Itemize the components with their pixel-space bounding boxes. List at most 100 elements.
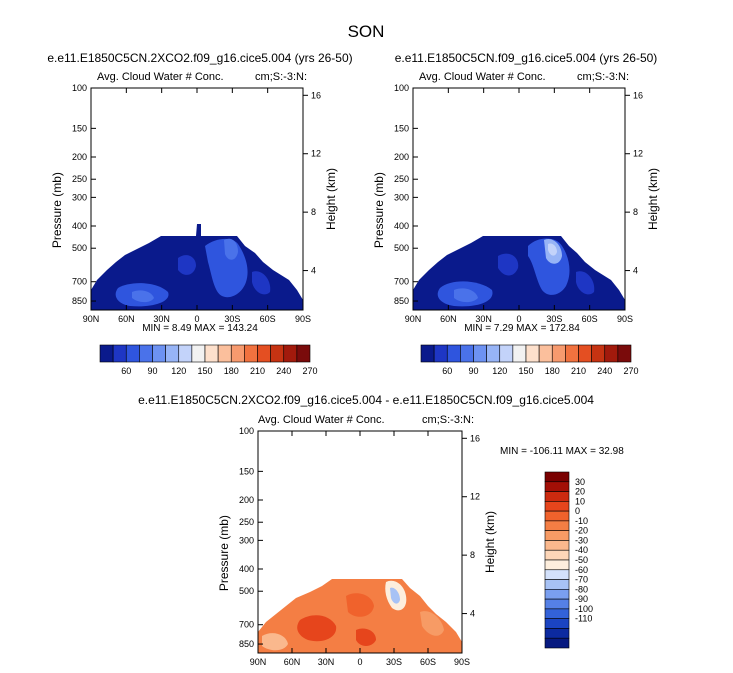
- y-tick-label: 100: [239, 426, 254, 436]
- colorbar-label: 90: [147, 366, 157, 376]
- y-axis-title: Pressure (mb): [50, 172, 64, 248]
- x-tick-label: 30S: [546, 314, 562, 324]
- y-right-tick-label: 12: [311, 149, 321, 159]
- panel-1-subtitle-right: cm;S:-3:N:: [255, 71, 307, 83]
- colorbar-label: 90: [468, 366, 478, 376]
- colorbar-box: [617, 344, 632, 363]
- y-tick-label: 150: [72, 123, 87, 133]
- x-tick-label: 90N: [405, 314, 422, 324]
- y-tick-label: 700: [239, 620, 254, 630]
- y-right-tick-label: 8: [311, 207, 316, 217]
- colorbar-box: [544, 510, 570, 522]
- y-tick-label: 500: [394, 243, 409, 253]
- colorbar-box: [152, 344, 166, 363]
- colorbar-label: 0: [575, 506, 580, 516]
- y-tick-label: 200: [72, 152, 87, 162]
- colorbar-box: [257, 344, 271, 363]
- colorbar-box: [544, 530, 570, 541]
- panel-3: e.e11.E1850C5CN.2XCO2.f09_g16.cice5.004 …: [138, 393, 624, 653]
- panel-3-field-blob: [356, 628, 376, 646]
- colorbar-label: 150: [518, 366, 533, 376]
- x-tick-label: 60S: [420, 657, 436, 667]
- colorbar-box: [544, 618, 570, 629]
- panel-3-field-blob: [346, 593, 374, 617]
- panel-1-field-blob: [132, 290, 154, 303]
- y-tick-label: 150: [239, 466, 254, 476]
- x-tick-label: 60S: [260, 314, 276, 324]
- panel-2: e.e11.E1850C5CN.f09_g16.cice5.004 (yrs 2…: [395, 51, 657, 310]
- x-tick-label: 90S: [454, 657, 470, 667]
- colorbar-box: [125, 344, 140, 363]
- colorbar-box: [433, 344, 448, 363]
- panel-2-field-blob: [498, 253, 519, 276]
- colorbar-label: 60: [121, 366, 131, 376]
- panel-3-field-blob: [420, 611, 444, 636]
- y-right-tick-label: 16: [470, 433, 480, 443]
- colorbar-box: [165, 344, 180, 363]
- panel-2-field-blob: [548, 243, 557, 256]
- colorbar-box: [544, 598, 570, 610]
- y-tick-label: 250: [239, 517, 254, 527]
- y-tick-label: 100: [72, 83, 87, 93]
- y-tick-label: 400: [239, 564, 254, 574]
- colorbar-label: -10: [575, 516, 588, 526]
- panel-1: e.e11.E1850C5CN.2XCO2.f09_g16.cice5.004 …: [47, 51, 353, 310]
- colorbar-box: [544, 481, 570, 492]
- colorbar-box: [578, 344, 592, 363]
- y-tick-label: 200: [239, 495, 254, 505]
- panel-3-field-blob: [297, 615, 337, 642]
- colorbar-box: [217, 344, 232, 363]
- x-tick-label: 90N: [250, 657, 267, 667]
- panel-2-stats: MIN = 7.29 MAX = 172.84: [464, 323, 580, 334]
- colorbar-box: [230, 344, 245, 363]
- colorbar-label: -80: [575, 584, 588, 594]
- colorbar-label: -40: [575, 545, 588, 555]
- colorbar-label: -50: [575, 555, 588, 565]
- y-tick-label: 850: [394, 296, 409, 306]
- panel-1-stats: MIN = 8.49 MAX = 143.24: [142, 323, 258, 334]
- y-tick-label: 400: [394, 221, 409, 231]
- colorbar-box: [486, 344, 501, 363]
- colorbar-box: [544, 491, 570, 502]
- panel-1-subtitle-left: Avg. Cloud Water # Conc.: [97, 71, 224, 83]
- y-axis-title: Pressure (mb): [217, 515, 231, 591]
- panel-1-field-blob: [224, 238, 238, 260]
- colorbar-box: [178, 344, 193, 363]
- x-tick-label: 30N: [318, 657, 335, 667]
- colorbar-box: [544, 608, 570, 619]
- colorbar-label: 120: [171, 366, 186, 376]
- colorbar-label: 180: [545, 366, 560, 376]
- colorbar-label: -90: [575, 594, 588, 604]
- colorbar-box: [244, 344, 258, 363]
- colorbar-label: -110: [575, 614, 592, 624]
- y-tick-label: 100: [394, 83, 409, 93]
- panel-1-title: e.e11.E1850C5CN.2XCO2.f09_g16.cice5.004 …: [47, 51, 352, 65]
- y-tick-label: 850: [72, 296, 87, 306]
- y-right-tick-label: 12: [633, 149, 643, 159]
- colorbar-box: [544, 471, 570, 483]
- colorbar-box: [544, 520, 570, 531]
- y-tick-label: 500: [239, 586, 254, 596]
- colorbar-box: [591, 344, 606, 363]
- colorbar-box: [512, 344, 527, 363]
- colorbar-box: [99, 344, 114, 363]
- x-tick-label: 60N: [118, 314, 135, 324]
- colorbar-label: 270: [302, 366, 317, 376]
- colorbar-label: 120: [492, 366, 507, 376]
- colorbar-label: 20: [575, 487, 585, 497]
- colorbar-box: [191, 344, 206, 363]
- colorbar-box: [112, 344, 127, 363]
- colorbar-label: 240: [276, 366, 291, 376]
- panel-3-field-blob: [390, 587, 400, 604]
- colorbar-label: 60: [442, 366, 452, 376]
- colorbar-box: [544, 540, 570, 551]
- colorbar-box: [538, 344, 553, 363]
- x-tick-label: 60N: [440, 314, 457, 324]
- panel-2-field-blob: [576, 271, 595, 295]
- y-right-axis-title: Height (km): [324, 168, 338, 230]
- colorbar-box: [204, 344, 219, 363]
- y-tick-label: 300: [239, 535, 254, 545]
- colorbar-box: [270, 344, 285, 363]
- colorbar-box: [499, 344, 514, 363]
